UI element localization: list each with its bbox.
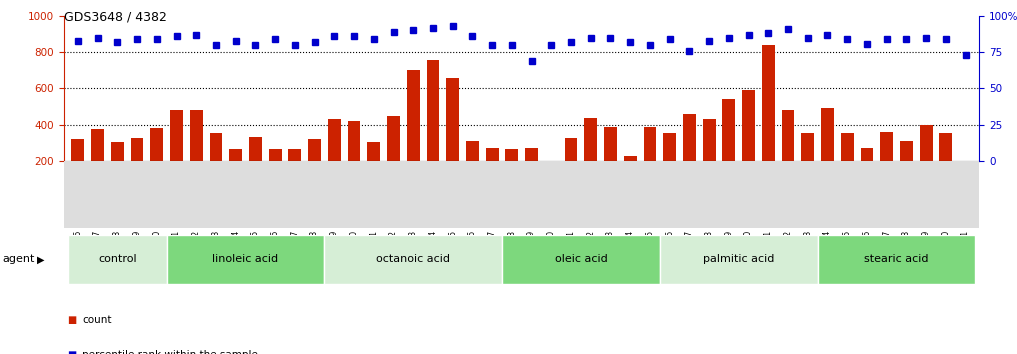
Text: control: control [98,255,136,264]
Bar [190,110,202,198]
Bar [585,119,597,198]
Text: count: count [82,315,112,325]
Bar [502,235,660,284]
Bar [170,110,183,198]
Bar [210,133,223,198]
Bar [289,149,301,198]
Bar [545,161,557,198]
Bar [324,235,502,284]
Text: palmitic acid: palmitic acid [703,255,774,264]
Text: GDS3648 / 4382: GDS3648 / 4382 [64,11,167,24]
Bar [722,99,735,198]
Bar [486,148,498,198]
Bar [644,127,656,198]
Bar [940,133,952,198]
Bar [367,142,380,198]
Bar [919,125,933,198]
Bar [167,235,324,284]
Bar [68,235,167,284]
Bar [782,110,794,198]
Bar [407,70,420,198]
Bar [604,127,617,198]
Bar [881,132,893,198]
Bar [111,142,124,198]
Bar [327,119,341,198]
Bar [426,61,439,198]
Bar [71,139,84,198]
Bar [959,176,972,198]
Bar [818,235,975,284]
Bar [683,114,696,198]
Bar [663,133,676,198]
Bar [249,137,261,198]
Bar [703,119,716,198]
Bar [525,148,538,198]
Bar [505,149,519,198]
Text: agent: agent [2,255,35,264]
Bar [466,141,479,198]
Bar [130,138,143,198]
Bar [742,90,755,198]
Bar [623,156,637,198]
Bar [841,133,853,198]
Bar [268,149,282,198]
Bar [801,133,815,198]
Bar [151,127,163,198]
Text: ■: ■ [67,350,76,354]
Bar [229,149,242,198]
Bar [660,235,818,284]
Text: oleic acid: oleic acid [554,255,607,264]
Text: octanoic acid: octanoic acid [376,255,451,264]
Text: stearic acid: stearic acid [864,255,929,264]
Bar [387,116,400,198]
Bar [860,148,874,198]
Bar [308,139,321,198]
Text: percentile rank within the sample: percentile rank within the sample [82,350,258,354]
Bar [900,141,913,198]
Bar [564,138,578,198]
Bar [348,121,360,198]
Bar [446,78,459,198]
Text: linoleic acid: linoleic acid [213,255,279,264]
Bar [821,108,834,198]
Text: ■: ■ [67,315,76,325]
Bar [92,129,104,198]
Bar [762,45,775,198]
Text: ▶: ▶ [37,255,44,264]
